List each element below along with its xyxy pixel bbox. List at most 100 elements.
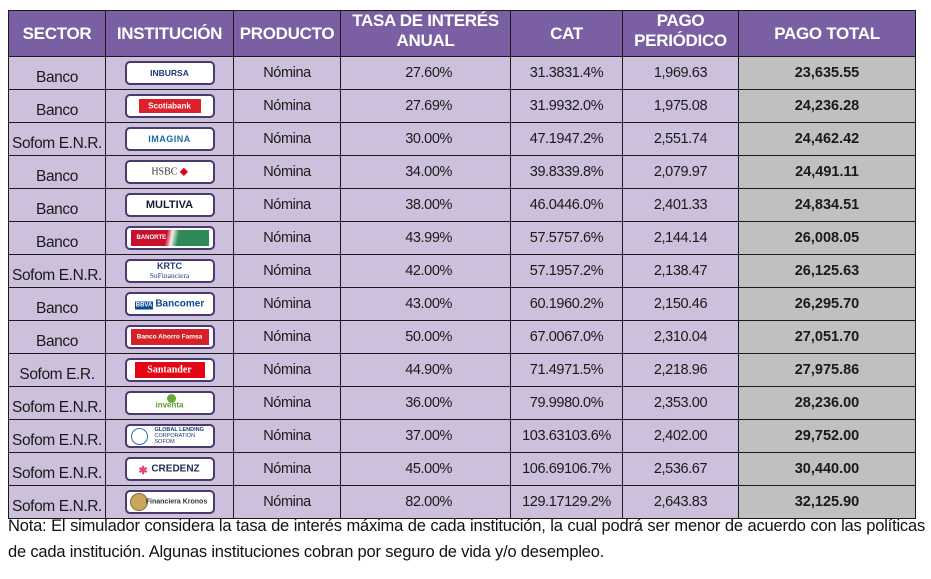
institution-cell: INBURSA <box>105 56 234 90</box>
periodic-payment-cell: 1,975.08 <box>622 89 739 123</box>
table-row: Banco BANORTE Nómina 43.99% 57.5757.6% 2… <box>8 221 916 255</box>
total-payment-cell: 26,008.05 <box>738 221 916 255</box>
total-payment-cell: 27,975.86 <box>738 353 916 387</box>
sector-cell: Banco <box>8 221 106 255</box>
credenz-logo-icon: ✱ CREDENZ <box>124 457 215 481</box>
periodic-payment-cell: 2,536.67 <box>622 452 739 486</box>
global-lending-logo-icon: GLOBAL LENDING CORPORATION SOFOM <box>124 424 215 448</box>
rate-cell: 30.00% <box>340 122 511 156</box>
institution-cell: BANORTE <box>105 221 234 255</box>
kronos-logo-icon: Financiera Kronos <box>124 490 215 514</box>
header-institucion: INSTITUCIÓN <box>105 10 234 57</box>
periodic-payment-cell: 2,310.04 <box>622 320 739 354</box>
institution-cell: Banco Ahorro Famsa <box>105 320 234 354</box>
total-payment-cell: 24,834.51 <box>738 188 916 222</box>
periodic-payment-cell: 2,402.00 <box>622 419 739 453</box>
table-row: Banco Banco Ahorro Famsa Nómina 50.00% 6… <box>8 320 916 354</box>
product-cell: Nómina <box>233 386 341 420</box>
institution-cell: GLOBAL LENDING CORPORATION SOFOM <box>105 419 234 453</box>
sector-cell: Banco <box>8 56 106 90</box>
rate-cell: 43.99% <box>340 221 511 255</box>
table-row: Banco HSBC ◆ Nómina 34.00% 39.8339.8% 2,… <box>8 155 916 189</box>
header-sector: SECTOR <box>8 10 106 57</box>
table-row: Banco Scotiabank Nómina 27.69% 31.9932.0… <box>8 89 916 123</box>
product-cell: Nómina <box>233 155 341 189</box>
institution-cell: Santander <box>105 353 234 387</box>
table-row: Banco MULTIVA Nómina 38.00% 46.0446.0% 2… <box>8 188 916 222</box>
table-row: Sofom E.N.R. IMAGINA Nómina 30.00% 47.19… <box>8 122 916 156</box>
institution-cell: MULTIVA <box>105 188 234 222</box>
periodic-payment-cell: 2,150.46 <box>622 287 739 321</box>
cat-cell: 39.8339.8% <box>510 155 623 189</box>
rate-cell: 36.00% <box>340 386 511 420</box>
rate-cell: 42.00% <box>340 254 511 288</box>
sector-cell: Banco <box>8 287 106 321</box>
total-payment-cell: 24,491.11 <box>738 155 916 189</box>
product-cell: Nómina <box>233 56 341 90</box>
product-cell: Nómina <box>233 221 341 255</box>
institution-cell: inventa <box>105 386 234 420</box>
banorte-logo-icon: BANORTE <box>124 226 215 250</box>
rate-cell: 45.00% <box>340 452 511 486</box>
table-row: Sofom E.N.R. inventa Nómina 36.00% 79.99… <box>8 386 916 420</box>
total-payment-cell: 24,462.42 <box>738 122 916 156</box>
cat-cell: 57.1957.2% <box>510 254 623 288</box>
total-payment-cell: 23,635.55 <box>738 56 916 90</box>
krtc-logo-icon: KRTC SuFinanciera <box>124 259 215 283</box>
table-row: Sofom E.N.R. KRTC SuFinanciera Nómina 42.… <box>8 254 916 288</box>
total-payment-cell: 29,752.00 <box>738 419 916 453</box>
table-row: Sofom E.N.R. Financiera Kronos Nómina 82… <box>8 485 916 519</box>
product-cell: Nómina <box>233 320 341 354</box>
institution-cell: BBVA Bancomer <box>105 287 234 321</box>
footnote: Nota: El simulador considera la tasa de … <box>8 516 925 561</box>
institution-cell: KRTC SuFinanciera <box>105 254 234 288</box>
sector-cell: Banco <box>8 155 106 189</box>
sector-cell: Sofom E.N.R. <box>8 122 106 156</box>
header-producto: PRODUCTO <box>233 10 341 57</box>
header-tasa: TASA DE INTERÉS ANUAL <box>340 10 511 57</box>
cat-cell: 31.3831.4% <box>510 56 623 90</box>
institution-cell: HSBC ◆ <box>105 155 234 189</box>
institution-cell: ✱ CREDENZ <box>105 452 234 486</box>
bancomer-logo-icon: BBVA Bancomer <box>124 292 215 316</box>
cat-cell: 46.0446.0% <box>510 188 623 222</box>
sector-cell: Banco <box>8 320 106 354</box>
table-row: Banco BBVA Bancomer Nómina 43.00% 60.1960… <box>8 287 916 321</box>
multiva-logo-icon: MULTIVA <box>124 193 215 217</box>
total-payment-cell: 26,295.70 <box>738 287 916 321</box>
product-cell: Nómina <box>233 353 341 387</box>
comparison-table: SECTOR INSTITUCIÓN PRODUCTO TASA DE INTE… <box>8 10 916 519</box>
product-cell: Nómina <box>233 419 341 453</box>
inbursa-logo-icon: INBURSA <box>124 61 215 85</box>
total-payment-cell: 26,125.63 <box>738 254 916 288</box>
header-cat: CAT <box>510 10 623 57</box>
rate-cell: 44.90% <box>340 353 511 387</box>
product-cell: Nómina <box>233 452 341 486</box>
total-payment-cell: 27,051.70 <box>738 320 916 354</box>
table-row: Sofom E.N.R. ✱ CREDENZ Nómina 45.00% 106.… <box>8 452 916 486</box>
table-row: Sofom E.R. Santander Nómina 44.90% 71.49… <box>8 353 916 387</box>
header-tasa-line2: ANUAL <box>396 31 455 50</box>
sector-cell: Sofom E.N.R. <box>8 485 106 519</box>
rate-cell: 37.00% <box>340 419 511 453</box>
sector-cell: Sofom E.N.R. <box>8 254 106 288</box>
cat-cell: 129.17129.2% <box>510 485 623 519</box>
sector-cell: Sofom E.R. <box>8 353 106 387</box>
periodic-payment-cell: 2,079.97 <box>622 155 739 189</box>
imagina-logo-icon: IMAGINA <box>124 127 215 151</box>
header-row: SECTOR INSTITUCIÓN PRODUCTO TASA DE INTE… <box>8 10 916 57</box>
sector-cell: Sofom E.N.R. <box>8 452 106 486</box>
rate-cell: 27.60% <box>340 56 511 90</box>
cat-cell: 79.9980.0% <box>510 386 623 420</box>
product-cell: Nómina <box>233 188 341 222</box>
rate-cell: 27.69% <box>340 89 511 123</box>
institution-cell: IMAGINA <box>105 122 234 156</box>
rate-cell: 50.00% <box>340 320 511 354</box>
periodic-payment-cell: 2,353.00 <box>622 386 739 420</box>
periodic-payment-cell: 2,551.74 <box>622 122 739 156</box>
sector-cell: Sofom E.N.R. <box>8 386 106 420</box>
header-pago-periodico: PAGO PERIÓDICO <box>622 10 739 57</box>
product-cell: Nómina <box>233 287 341 321</box>
hsbc-logo-icon: HSBC ◆ <box>124 160 215 184</box>
famsa-logo-icon: Banco Ahorro Famsa <box>124 325 215 349</box>
